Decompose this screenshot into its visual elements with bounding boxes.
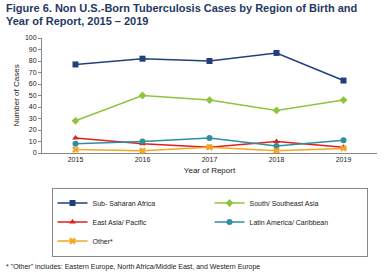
svg-text:10: 10 [29, 138, 37, 145]
svg-text:90: 90 [29, 46, 37, 53]
svg-text:Sub- Saharan Africa: Sub- Saharan Africa [93, 200, 156, 207]
svg-text:80: 80 [29, 57, 37, 64]
svg-text:Other*: Other* [93, 238, 114, 245]
html-text:* "Other" includes: Eastern Eu: * "Other" includes: Eastern Europe, Nort… [6, 263, 261, 270]
svg-text:2015: 2015 [68, 156, 84, 163]
svg-text:East Asia/ Pacific: East Asia/ Pacific [93, 219, 147, 226]
svg-text:Year of Report: Year of Report [184, 166, 236, 175]
svg-text:30: 30 [29, 115, 37, 122]
svg-text:South/ Southeast Asia: South/ Southeast Asia [250, 200, 319, 207]
svg-text:0: 0 [33, 149, 37, 156]
svg-text:20: 20 [29, 126, 37, 133]
svg-text:50: 50 [29, 92, 37, 99]
svg-text:2017: 2017 [202, 156, 218, 163]
svg-text:100: 100 [25, 34, 37, 41]
svg-text:2019: 2019 [336, 156, 352, 163]
svg-text:60: 60 [29, 80, 37, 87]
svg-text:40: 40 [29, 103, 37, 110]
html-text:Figure 6. Non U.S.-Born Tuberc: Figure 6. Non U.S.-Born Tuberculosis Cas… [6, 2, 358, 27]
svg-text:Number of Cases: Number of Cases [12, 64, 21, 126]
svg-text:70: 70 [29, 69, 37, 76]
svg-text:2016: 2016 [135, 156, 151, 163]
svg-text:2018: 2018 [269, 156, 285, 163]
svg-text:Latin America/ Caribbean: Latin America/ Caribbean [250, 219, 329, 226]
